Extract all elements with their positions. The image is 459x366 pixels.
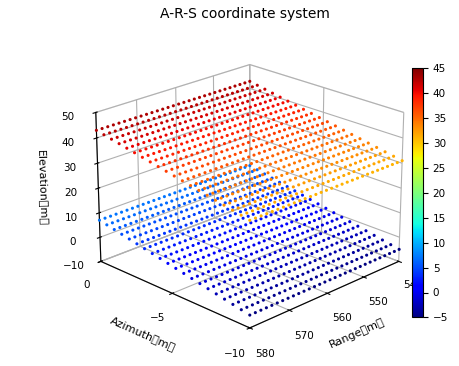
Title: A-R-S coordinate system: A-R-S coordinate system	[160, 7, 330, 21]
X-axis label: Range（m）: Range（m）	[327, 317, 385, 350]
Y-axis label: Azimuth（m）: Azimuth（m）	[109, 314, 177, 352]
